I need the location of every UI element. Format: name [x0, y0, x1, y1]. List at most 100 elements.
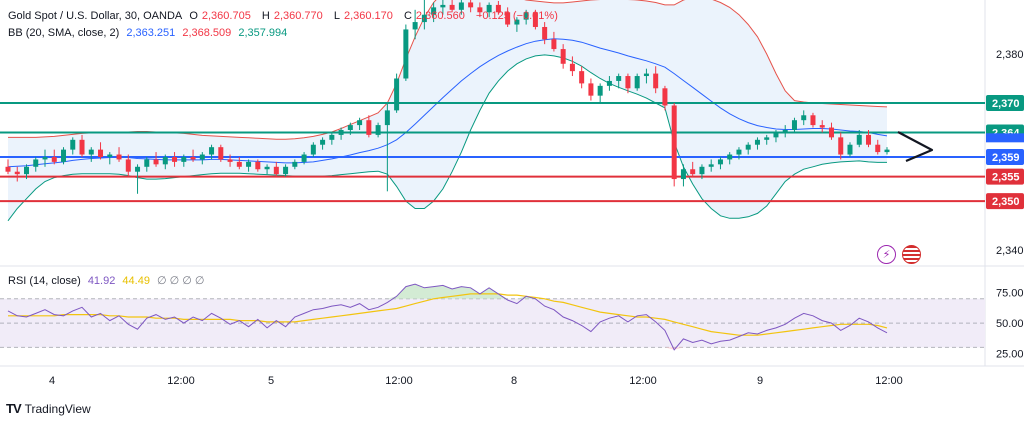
candle [468, 0, 474, 13]
candle [366, 115, 372, 138]
candle [70, 137, 76, 155]
candle [209, 144, 215, 160]
rsi-ma-value: 44.49 [122, 275, 150, 287]
candle [431, 2, 437, 23]
candle [107, 152, 113, 165]
bb-band-fill [8, 0, 887, 221]
symbol-legend: Gold Spot / U.S. Dollar, 30, OANDA O 2,36… [8, 10, 562, 22]
candle [301, 152, 307, 165]
svg-text:2,350: 2,350 [992, 196, 1020, 208]
candle [828, 122, 834, 140]
candle [477, 2, 483, 18]
time-tick-label: 5 [268, 375, 274, 387]
candle [116, 147, 122, 162]
time-tick-label: 4 [49, 375, 55, 387]
candle [199, 152, 205, 165]
svg-text:2,370: 2,370 [992, 98, 1020, 110]
bb-label: BB (20, SMA, close, 2) [8, 27, 120, 39]
candle [754, 137, 760, 150]
candle [625, 73, 631, 94]
candle [717, 156, 723, 170]
rsi-overbought-fill [8, 284, 887, 299]
tradingview-branding[interactable]: TV TradingView [6, 401, 91, 416]
ohlc-close: C 2,360.560 [403, 10, 465, 22]
candle [172, 152, 178, 167]
candle [791, 117, 797, 133]
candle [588, 78, 594, 101]
tradingview-logo-icon: TV [6, 401, 22, 416]
rsi-ma-line [8, 293, 888, 336]
candle [680, 164, 686, 187]
svg-text:2,359: 2,359 [992, 152, 1020, 164]
rsi-label: RSI (14, close) [8, 275, 81, 287]
candle [597, 83, 603, 104]
candle [495, 0, 501, 15]
candle [560, 44, 566, 69]
candle [662, 85, 668, 111]
candle [643, 68, 649, 84]
candle [569, 56, 575, 77]
time-tick-label: 12:00 [385, 375, 413, 387]
bb-upper-value: 2,368.509 [182, 27, 232, 39]
time-tick-label: 12:00 [875, 375, 903, 387]
candle [61, 147, 67, 165]
candle [606, 76, 612, 91]
candle [486, 2, 492, 18]
candle [264, 164, 270, 175]
candle [375, 122, 381, 138]
candle [856, 130, 862, 148]
time-tick-label: 12:00 [629, 375, 657, 387]
arrow-annotation [897, 131, 934, 163]
candle [542, 22, 548, 45]
bb-lower-value: 2,357.994 [238, 27, 288, 39]
current-price-tag [986, 133, 1024, 143]
candle [810, 112, 816, 128]
candle [875, 139, 881, 155]
candle [320, 137, 326, 150]
candle [838, 132, 844, 160]
rsi-value: 41.92 [87, 275, 116, 287]
candle [449, 0, 455, 13]
candle [394, 73, 400, 113]
time-tick-label: 12:00 [167, 375, 195, 387]
rsi-legend: RSI (14, close) 41.92 44.49 ∅ ∅ ∅ ∅ [8, 274, 209, 287]
candle [634, 73, 640, 91]
ohlc-low: L 2,360.170 [333, 10, 393, 22]
level-tag-2370: 2,370 [986, 95, 1024, 112]
event-icons: ⚡ [877, 245, 921, 264]
candle [865, 130, 871, 148]
candle [135, 164, 141, 194]
candle [801, 110, 807, 126]
candle [292, 159, 298, 170]
ohlc-open: O 2,360.705 [189, 10, 251, 22]
candle [51, 149, 57, 165]
brand-name: TradingView [24, 401, 91, 416]
symbol-title: Gold Spot / U.S. Dollar, 30, OANDA [8, 10, 183, 22]
candle [153, 152, 159, 167]
candle [283, 164, 289, 177]
bb-lower-line [7, 54, 887, 222]
candle [505, 7, 511, 27]
candle [181, 154, 187, 167]
candle [764, 134, 770, 145]
bolt-icon[interactable]: ⚡ [877, 245, 896, 264]
price-tick-label: 2,380 [996, 49, 1024, 61]
candle [190, 149, 196, 162]
candle [551, 31, 557, 52]
candle [42, 149, 48, 167]
candle [773, 130, 779, 143]
price-tick-label: 2,340 [996, 245, 1024, 257]
bb-basis-value: 2,363.251 [126, 27, 176, 39]
candle [338, 127, 344, 140]
us-flag-icon[interactable] [902, 245, 921, 264]
candle [79, 134, 85, 157]
time-tick-label: 9 [757, 375, 763, 387]
rsi-tick-label: 25.00 [996, 348, 1024, 360]
candle [14, 166, 20, 182]
level-tag-2359: 2,359 [986, 148, 1024, 165]
candle [24, 164, 30, 180]
candle [98, 142, 104, 160]
candle [736, 147, 742, 160]
candle [532, 9, 538, 30]
